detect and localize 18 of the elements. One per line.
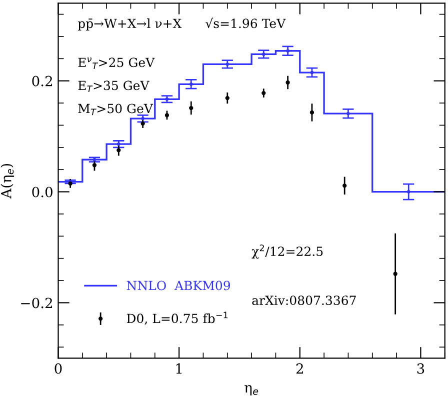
annotation: pp̄→W+X→l ν+X	[78, 18, 182, 31]
annotation: √s=1.96 TeV	[206, 18, 286, 28]
x-tick-label: 0	[54, 363, 62, 374]
annotation: E$^{ν}$$_{T}$>25 GeV	[78, 57, 155, 69]
y-tick-label: 0.0	[32, 186, 52, 198]
legend-label: NNLO ABKM09	[126, 280, 230, 290]
annotation: M$_{T}$>50 GeV	[78, 104, 154, 116]
x-tick-label: 1	[176, 363, 182, 374]
annotation: arXiv:0807.3367	[252, 296, 356, 306]
y-axis-title: A(η$_{e}$)	[0, 164, 14, 199]
annotation: χ$^{2}$/12=22.5	[252, 244, 323, 259]
y-tick-label: 0.2	[32, 76, 52, 86]
y-tick-label: −0.2	[21, 298, 52, 308]
x-axis-title: η$_{e}$	[244, 385, 258, 396]
x-tick-label: 2	[296, 363, 303, 374]
legend-label: D0, L=0.75 fb$^{−1}$	[126, 312, 228, 325]
x-tick-label: 3	[417, 363, 424, 374]
annotation: E$_{T}$>35 GeV	[78, 80, 150, 92]
